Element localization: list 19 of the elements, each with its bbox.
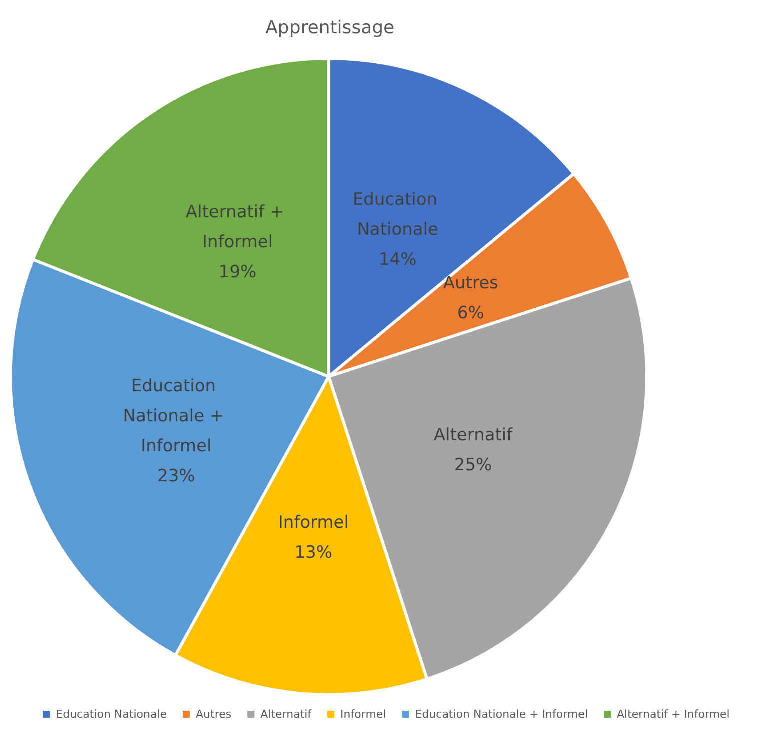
slice-label: Education Nationale: [352, 190, 443, 240]
legend-label: Autres: [196, 708, 232, 721]
slice-label: Autres: [443, 274, 499, 294]
chart-title: Apprentissage: [266, 18, 395, 38]
data-label: 13%: [294, 543, 333, 564]
legend-label: Alternatif + Informel: [617, 708, 730, 721]
slice-label: Education Nationale + Informel: [123, 376, 230, 457]
data-label: 6%: [457, 304, 484, 324]
legend-label: Informel: [340, 708, 386, 721]
slice-label: Alternatif: [434, 425, 514, 446]
legend-label: Education Nationale + Informel: [415, 708, 588, 721]
slice-label: Informel: [278, 513, 349, 534]
legend-label: Education Nationale: [56, 708, 168, 721]
data-label: 14%: [378, 250, 417, 270]
legend-label: Alternatif: [260, 708, 313, 721]
data-label: 19%: [218, 262, 257, 283]
data-label: 23%: [157, 466, 196, 487]
slice-label: Alternatif + Informel: [186, 202, 290, 253]
data-label: 25%: [454, 455, 492, 476]
